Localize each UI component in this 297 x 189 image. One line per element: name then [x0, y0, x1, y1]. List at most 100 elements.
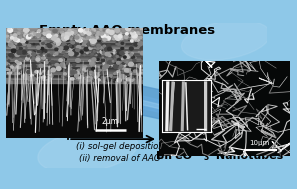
- Bar: [6, 81, 143, 83]
- Circle shape: [111, 79, 113, 80]
- Circle shape: [130, 54, 132, 56]
- Circle shape: [10, 54, 14, 58]
- Circle shape: [43, 54, 45, 56]
- Circle shape: [17, 51, 22, 54]
- Circle shape: [131, 36, 134, 38]
- Circle shape: [131, 76, 133, 78]
- Circle shape: [50, 44, 53, 47]
- Circle shape: [42, 57, 44, 59]
- Circle shape: [5, 35, 8, 38]
- Bar: [6, 61, 143, 64]
- Circle shape: [113, 29, 117, 33]
- Circle shape: [51, 61, 54, 63]
- Circle shape: [12, 69, 15, 71]
- Circle shape: [38, 29, 40, 30]
- Text: 2μm: 2μm: [101, 117, 118, 126]
- Circle shape: [73, 70, 75, 72]
- Circle shape: [78, 30, 81, 33]
- Bar: [6, 33, 143, 35]
- Circle shape: [40, 73, 41, 74]
- Circle shape: [108, 59, 111, 61]
- Circle shape: [5, 79, 10, 82]
- Circle shape: [26, 35, 31, 39]
- Circle shape: [136, 77, 139, 79]
- Circle shape: [45, 73, 47, 74]
- Circle shape: [51, 53, 53, 54]
- Circle shape: [126, 79, 129, 81]
- Circle shape: [14, 34, 17, 36]
- Circle shape: [18, 68, 22, 71]
- Circle shape: [23, 43, 26, 45]
- Circle shape: [140, 31, 143, 34]
- Circle shape: [127, 74, 129, 75]
- Circle shape: [37, 36, 41, 39]
- Circle shape: [94, 78, 96, 79]
- Circle shape: [97, 32, 100, 34]
- Circle shape: [83, 68, 87, 72]
- Circle shape: [65, 31, 67, 32]
- Circle shape: [100, 50, 105, 54]
- Circle shape: [96, 55, 97, 56]
- Circle shape: [122, 71, 127, 75]
- Circle shape: [33, 57, 36, 59]
- Circle shape: [13, 34, 16, 37]
- Circle shape: [135, 44, 138, 46]
- Circle shape: [70, 53, 71, 54]
- Circle shape: [26, 36, 28, 37]
- Circle shape: [94, 76, 97, 78]
- Circle shape: [127, 78, 130, 81]
- Circle shape: [21, 70, 24, 73]
- Circle shape: [45, 61, 48, 64]
- Circle shape: [18, 66, 21, 69]
- Circle shape: [13, 38, 17, 41]
- Text: Empty AAO membranes: Empty AAO membranes: [40, 24, 216, 37]
- Circle shape: [116, 43, 118, 45]
- Circle shape: [50, 77, 52, 79]
- Circle shape: [99, 54, 100, 55]
- Circle shape: [115, 28, 120, 32]
- Circle shape: [124, 71, 128, 75]
- Circle shape: [20, 39, 25, 43]
- Circle shape: [63, 47, 66, 49]
- Circle shape: [135, 38, 138, 40]
- Circle shape: [123, 67, 128, 70]
- Bar: [6, 57, 143, 59]
- Circle shape: [92, 58, 96, 61]
- Circle shape: [65, 54, 69, 57]
- Circle shape: [78, 35, 80, 36]
- Circle shape: [94, 30, 96, 31]
- Circle shape: [102, 32, 104, 33]
- Circle shape: [102, 52, 105, 54]
- Circle shape: [123, 68, 127, 71]
- Circle shape: [59, 59, 62, 61]
- Circle shape: [53, 35, 56, 37]
- Circle shape: [124, 56, 127, 58]
- Circle shape: [31, 74, 34, 77]
- Bar: [6, 53, 143, 55]
- Circle shape: [124, 69, 129, 72]
- Circle shape: [132, 69, 135, 71]
- Circle shape: [27, 35, 31, 38]
- Circle shape: [46, 72, 48, 73]
- Circle shape: [108, 29, 110, 30]
- Circle shape: [89, 60, 91, 62]
- Circle shape: [70, 37, 74, 41]
- Circle shape: [57, 39, 61, 41]
- Circle shape: [78, 73, 79, 74]
- Circle shape: [139, 42, 142, 44]
- Circle shape: [104, 32, 109, 36]
- Circle shape: [81, 44, 83, 45]
- Circle shape: [111, 30, 113, 31]
- Circle shape: [89, 47, 92, 49]
- Circle shape: [97, 67, 99, 69]
- Circle shape: [109, 40, 110, 41]
- Circle shape: [48, 74, 53, 77]
- Circle shape: [62, 57, 67, 61]
- Circle shape: [16, 61, 19, 64]
- Circle shape: [86, 30, 89, 32]
- Circle shape: [87, 28, 89, 30]
- Circle shape: [60, 69, 63, 71]
- Circle shape: [64, 73, 68, 77]
- Circle shape: [91, 62, 95, 65]
- Circle shape: [76, 46, 81, 49]
